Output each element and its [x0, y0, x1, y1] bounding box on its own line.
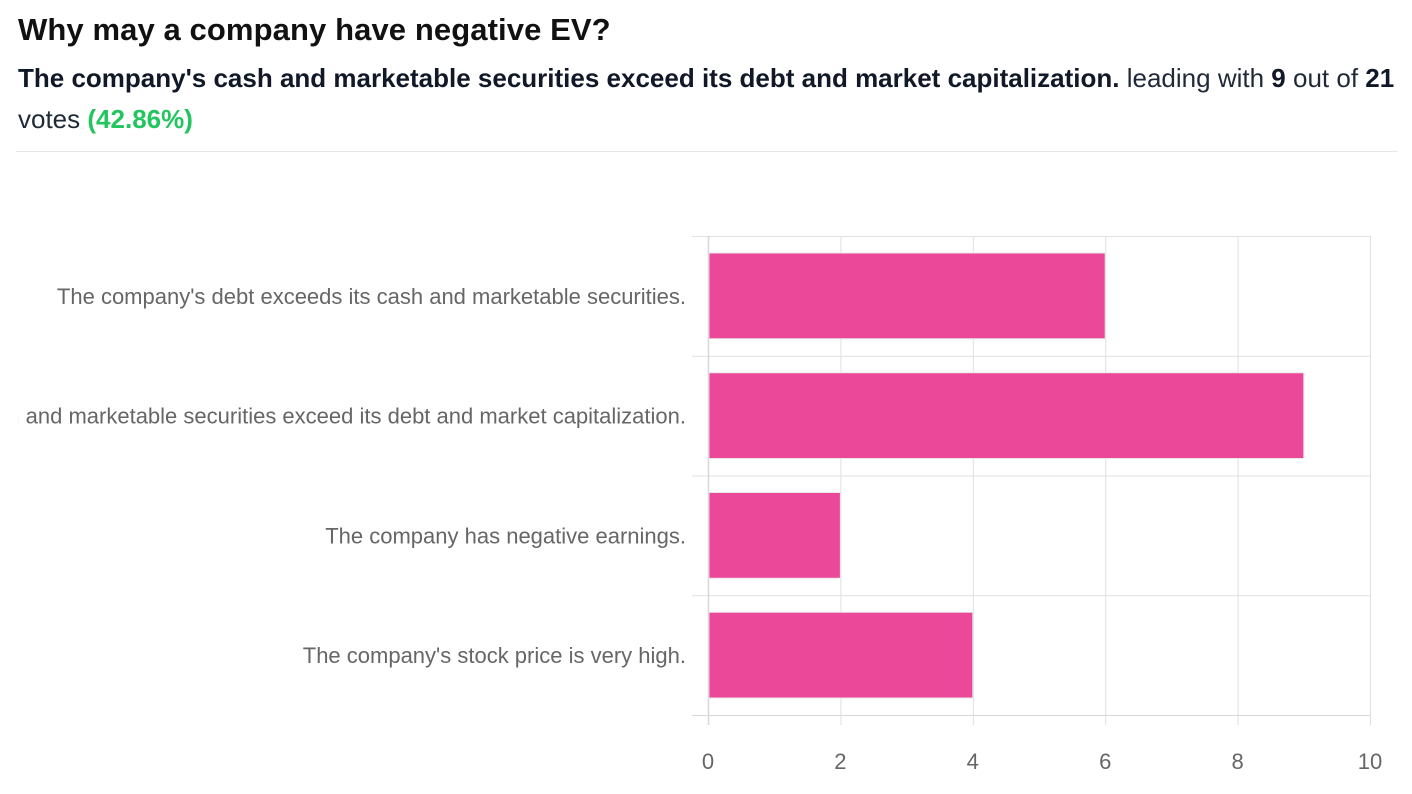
x-tick-label: 4	[967, 749, 979, 774]
out-of-word: out of	[1293, 63, 1359, 93]
total-votes: 21	[1365, 63, 1395, 93]
x-tick-label: 2	[834, 749, 846, 774]
bar	[708, 372, 1305, 459]
bar	[708, 492, 841, 579]
divider	[16, 151, 1398, 152]
x-tick-label: 0	[702, 749, 714, 774]
category-label: The company's cash and marketable securi…	[0, 404, 686, 429]
bar	[708, 611, 974, 699]
bar	[708, 252, 1106, 340]
leading-percent: (42.86%)	[87, 104, 193, 134]
with-word: with	[1217, 63, 1265, 93]
category-label: The company has negative earnings.	[325, 523, 686, 548]
x-tick-label: 8	[1231, 749, 1243, 774]
category-label: The company's stock price is very high.	[303, 643, 686, 668]
leading-word: leading	[1126, 63, 1211, 93]
leading-votes: 9	[1271, 63, 1286, 93]
x-tick-label: 10	[1358, 749, 1382, 774]
x-tick-label: 6	[1099, 749, 1111, 774]
category-label: The company's debt exceeds its cash and …	[57, 284, 686, 309]
poll-summary: The company's cash and marketable securi…	[18, 58, 1403, 140]
poll-question: Why may a company have negative EV?	[18, 12, 611, 47]
leading-answer: The company's cash and marketable securi…	[18, 63, 1120, 93]
votes-word: votes	[18, 104, 81, 134]
